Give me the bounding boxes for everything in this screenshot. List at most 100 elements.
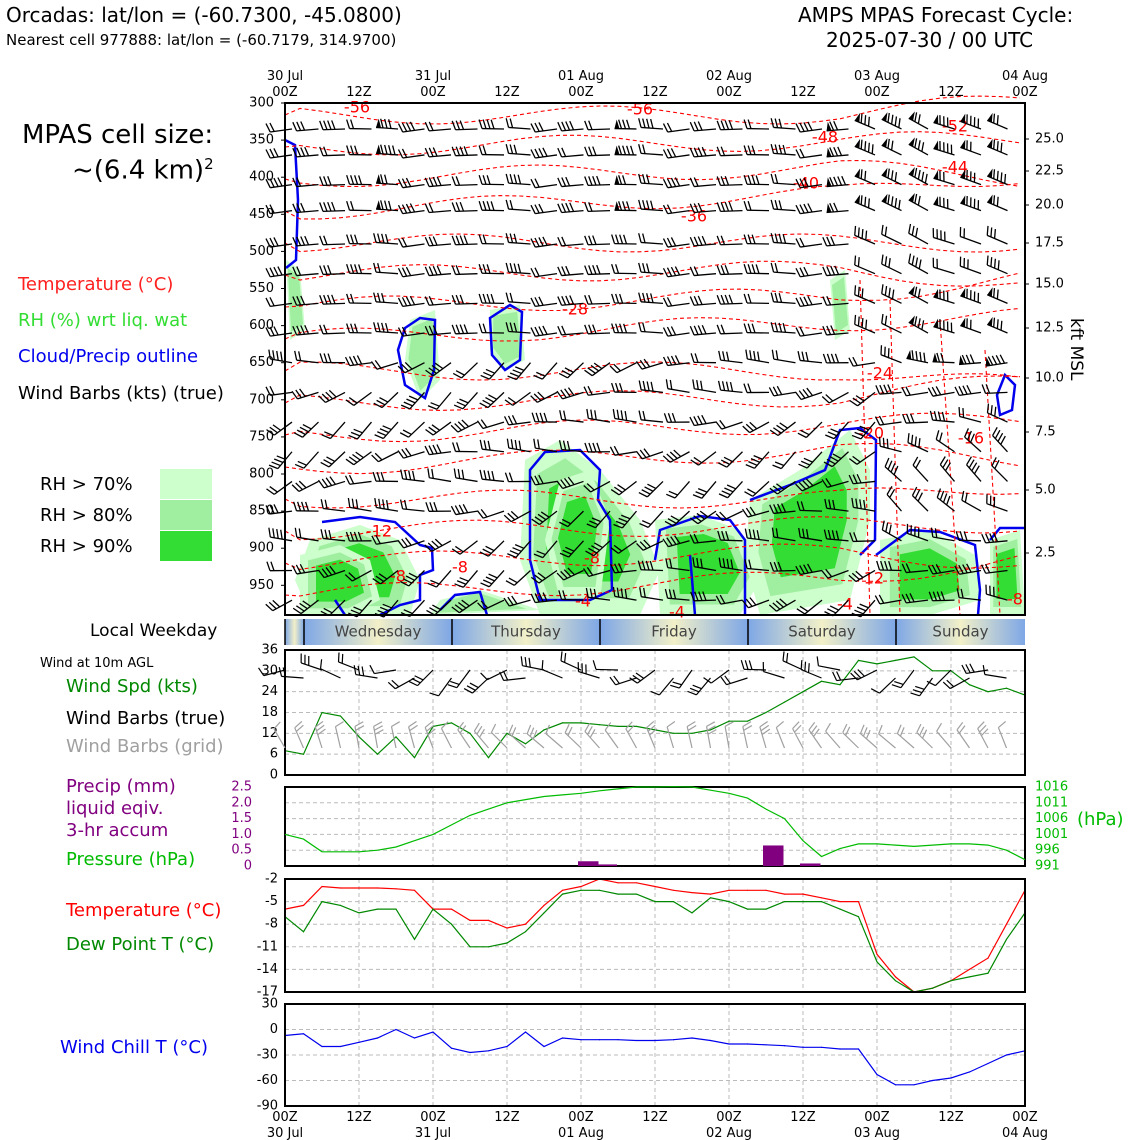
upper-wind-barb	[717, 530, 743, 542]
upper-wind-barb	[716, 294, 743, 305]
upper-wind-barb	[505, 262, 531, 275]
wind-panel-ytick: 6	[270, 747, 278, 762]
pressure-level-tick: 650	[249, 355, 274, 370]
upper-wind-barb	[851, 421, 876, 440]
upper-wind-barb	[927, 564, 955, 575]
upper-wind-barb	[319, 175, 346, 187]
temp-panel-point	[506, 942, 508, 944]
upper-wind-barb	[992, 426, 1008, 453]
rh90-area	[558, 496, 597, 574]
upper-wind-barb	[346, 323, 372, 334]
upper-wind-barb	[344, 474, 372, 485]
upper-wind-barb	[854, 112, 876, 130]
upper-wind-barb	[662, 326, 690, 337]
cloud-outline	[284, 138, 300, 269]
upper-wind-barb	[743, 323, 770, 334]
temp-panel-point	[839, 908, 841, 910]
temp-panel-series-line	[284, 889, 1026, 993]
upper-wind-barb	[265, 599, 293, 612]
upper-wind-barb	[478, 264, 505, 275]
upper-wind-barb	[796, 501, 823, 512]
upper-wind-barb	[265, 326, 293, 337]
weekday-label: Saturday	[788, 623, 856, 641]
upper-wind-barb	[745, 349, 770, 364]
isotherm-label: -28	[562, 300, 588, 319]
upper-wind-barb	[717, 380, 743, 394]
upper-wind-barb	[986, 112, 1008, 130]
upper-wind-barb	[583, 480, 611, 493]
pressure-series-line	[284, 786, 1026, 861]
upper-wind-barb	[716, 235, 743, 246]
upper-wind-barb	[936, 488, 955, 512]
bottom-hour-tick: 12Z	[494, 1110, 520, 1125]
upper-wind-barb	[908, 167, 929, 186]
temp-panel-point	[580, 889, 582, 891]
windchill-panel-point	[894, 1084, 897, 1086]
upper-wind-barb	[292, 295, 319, 306]
upper-wind-barb	[881, 167, 902, 186]
upper-wind-barb	[397, 177, 425, 189]
legend-precip-liquid: liquid eqiv.	[66, 798, 164, 819]
grid-wind-barb	[584, 723, 600, 749]
upper-wind-barb	[265, 385, 293, 396]
precip-panel-ytick: 1.5	[231, 811, 252, 826]
windchill-panel-point	[987, 1062, 989, 1065]
upper-wind-barb	[505, 118, 531, 130]
upper-wind-barb	[557, 295, 584, 306]
windchill-panel-point	[950, 1077, 952, 1079]
upper-wind-barb	[612, 586, 637, 601]
upper-wind-barb	[743, 383, 770, 394]
upper-wind-barb	[769, 503, 796, 515]
upper-wind-barb	[452, 362, 478, 379]
windchill-panel-point	[783, 1045, 786, 1047]
upper-wind-barb	[692, 557, 717, 572]
surface-wind-barb	[499, 671, 526, 682]
upper-wind-barb	[908, 315, 929, 334]
upper-wind-barb	[854, 225, 876, 245]
temp-panel-point	[783, 901, 786, 903]
upper-wind-barb	[795, 295, 823, 308]
grid-wind-barb	[742, 721, 753, 749]
upper-wind-barb	[505, 233, 531, 245]
cloud-outline	[396, 316, 437, 400]
wind-panel-point	[765, 711, 767, 714]
grid-wind-barb	[354, 721, 365, 749]
upper-wind-barb	[795, 478, 823, 492]
wind-panel-point	[506, 732, 508, 734]
wind-panel-point	[524, 743, 527, 745]
precip-bar	[578, 861, 599, 866]
upper-wind-barb	[614, 175, 637, 186]
temp-panel-point	[321, 885, 323, 888]
upper-wind-barb	[664, 588, 690, 601]
precip-panel-frame	[284, 786, 1026, 867]
upper-wind-barb	[346, 264, 372, 275]
upper-wind-barb	[503, 510, 531, 523]
grid-wind-barb	[916, 723, 933, 749]
upper-wind-barb	[557, 265, 584, 277]
temp-panel-point	[635, 893, 638, 895]
isotherm-label: -8	[390, 567, 406, 586]
upper-wind-barb	[771, 349, 796, 364]
top-hour-tick: 12Z	[346, 85, 372, 100]
upper-wind-barb	[292, 266, 319, 277]
upper-wind-barb	[635, 448, 664, 460]
temp-panel-point	[487, 919, 490, 922]
precip-bar	[800, 863, 821, 866]
upper-wind-barb	[400, 469, 425, 483]
upper-wind-barb	[881, 193, 902, 212]
isotherm-label: -48	[812, 128, 838, 147]
wind-panel-point	[876, 663, 878, 665]
wind-panel-point	[1005, 687, 1008, 689]
upper-wind-barb	[689, 235, 717, 247]
temp-panel-point	[450, 908, 453, 910]
temp-panel-point	[857, 901, 860, 903]
surface-wind-barb	[408, 669, 434, 687]
temp-panel-point	[876, 961, 878, 963]
upper-wind-barb	[294, 527, 319, 542]
pressure-level-tick: 750	[249, 429, 274, 444]
upper-wind-barb	[610, 540, 637, 554]
upper-wind-barb	[318, 389, 346, 404]
upper-wind-barb	[586, 510, 611, 529]
upper-wind-barb	[744, 480, 770, 497]
upper-wind-barb	[826, 120, 849, 132]
